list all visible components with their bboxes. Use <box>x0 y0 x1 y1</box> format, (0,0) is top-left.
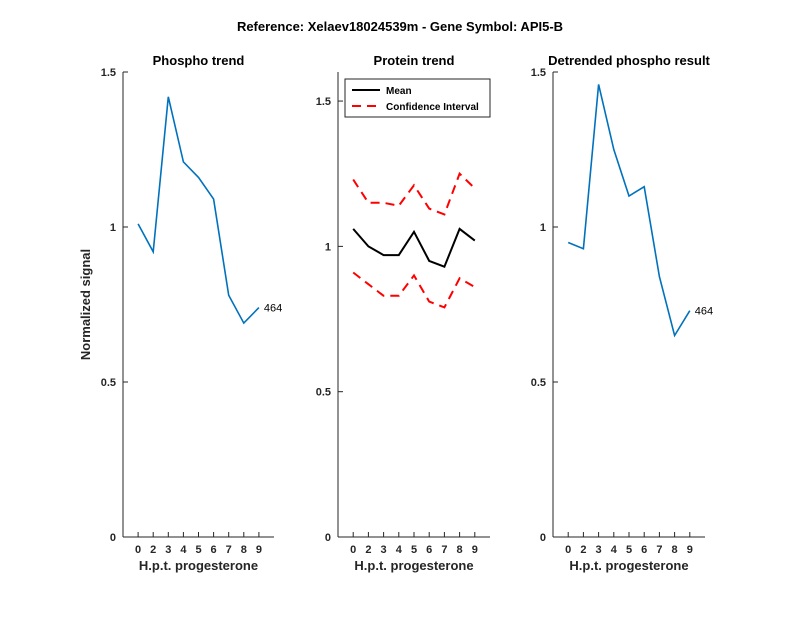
phospho-trend-y-tick-label: 0.5 <box>101 377 116 389</box>
protein-trend-x-tick-label: 5 <box>411 544 417 556</box>
protein-trend-y-tick-label: 0.5 <box>316 387 331 399</box>
detrended-phospho-x-tick-label: 2 <box>580 544 586 556</box>
phospho-trend-x-tick-label: 2 <box>150 544 156 556</box>
protein-trend-x-tick-label: 0 <box>350 544 356 556</box>
phospho-trend-y-tick-label: 0 <box>110 532 116 544</box>
protein-trend-x-tick-label: 9 <box>472 544 478 556</box>
phospho-trend-y-tick-label: 1 <box>110 222 116 234</box>
phospho-trend-x-tick-label: 8 <box>241 544 247 556</box>
protein-trend-x-tick-label: 2 <box>365 544 371 556</box>
protein-trend-x-tick-label: 7 <box>441 544 447 556</box>
protein-trend-x-tick-label: 8 <box>457 544 463 556</box>
protein-trend-series-2-line <box>352 271 476 309</box>
detrended-phospho-y-tick-label: 0 <box>540 532 546 544</box>
figure-title: Reference: Xelaev18024539m - Gene Symbol… <box>237 19 563 34</box>
phospho-trend-series-0-line <box>137 96 260 325</box>
detrended-phospho-x-tick-label: 4 <box>611 544 618 556</box>
phospho-trend-x-label: H.p.t. progesterone <box>139 558 258 573</box>
protein-trend-legend-box <box>344 78 491 118</box>
protein-trend-x-tick-label: 3 <box>381 544 387 556</box>
protein-trend-series-0-line <box>352 227 476 268</box>
detrended-phospho-x-label: H.p.t. progesterone <box>569 558 688 573</box>
detrended-phospho-series-0-line <box>567 84 691 338</box>
protein-trend-legend: Mean Confidence Interval <box>344 78 491 118</box>
phospho-trend-y-label: Normalized signal <box>78 249 93 360</box>
protein-trend-x-tick-label: 6 <box>426 544 432 556</box>
phospho-trend-x-tick-label: 9 <box>256 544 262 556</box>
protein-trend-y-tick-label: 0 <box>325 532 331 544</box>
protein-trend-y-tick-label: 1.5 <box>316 96 331 108</box>
detrended-phospho-title: Detrended phospho result <box>548 53 710 68</box>
detrended-phospho-y-tick-label: 0.5 <box>531 377 546 389</box>
protein-trend-legend-label: Confidence Interval <box>386 102 479 113</box>
phospho-trend-x-tick-label: 5 <box>195 544 201 556</box>
protein-trend-title: Protein trend <box>374 53 455 68</box>
detrended-phospho-x-tick-label: 9 <box>687 544 693 556</box>
detrended-phospho-x-tick-label: 8 <box>672 544 678 556</box>
detrended-phospho-y-tick-label: 1.5 <box>531 67 546 79</box>
phospho-trend-end-annotation: 464 <box>264 303 282 315</box>
phospho-trend-x-tick-label: 4 <box>180 544 187 556</box>
protein-trend-legend-label: Mean <box>386 86 412 97</box>
detrended-phospho-x-tick-label: 3 <box>596 544 602 556</box>
protein-trend-series-1-line <box>352 171 476 216</box>
phospho-trend-x-tick-label: 7 <box>226 544 232 556</box>
detrended-phospho-x-tick-label: 7 <box>656 544 662 556</box>
phospho-trend-x-tick-label: 6 <box>211 544 217 556</box>
detrended-phospho-y-tick-label: 1 <box>540 222 546 234</box>
phospho-trend-x-tick-label: 0 <box>135 544 141 556</box>
phospho-trend-y-tick-label: 1.5 <box>101 67 116 79</box>
detrended-phospho-end-annotation: 464 <box>695 306 713 318</box>
phospho-trend-x-tick-label: 3 <box>165 544 171 556</box>
detrended-phospho-x-tick-label: 6 <box>641 544 647 556</box>
detrended-phospho-x-tick-label: 5 <box>626 544 632 556</box>
detrended-phospho-x-tick-label: 0 <box>565 544 571 556</box>
protein-trend-y-tick-label: 1 <box>325 241 331 253</box>
protein-trend-x-tick-label: 4 <box>396 544 403 556</box>
phospho-trend-title: Phospho trend <box>153 53 245 68</box>
protein-trend-x-label: H.p.t. progesterone <box>354 558 473 573</box>
